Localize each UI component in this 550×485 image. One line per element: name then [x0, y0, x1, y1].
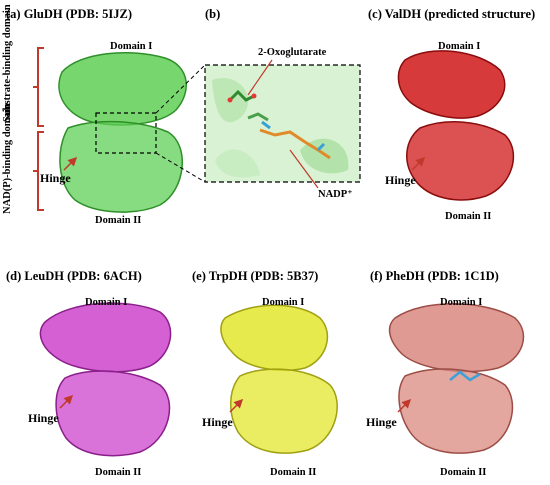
panel-c-domain1-label: Domain I	[438, 41, 481, 52]
phedh-ligand	[449, 370, 481, 382]
trpdh-domain2-blob	[230, 368, 338, 454]
zoom-line-top	[155, 64, 206, 114]
valdh-domain2-blob	[406, 121, 515, 201]
panel-d-domain2-label: Domain II	[95, 467, 142, 478]
phedh-structure	[388, 303, 525, 454]
hinge-arrow-e	[229, 398, 244, 413]
hinge-arrow-d	[59, 394, 74, 409]
nadp-domain-bracket	[33, 131, 44, 211]
zoom-panel	[205, 65, 360, 182]
gludh-zoom-box	[95, 112, 157, 154]
panel-a-domain1-label: Domain I	[110, 41, 153, 52]
oxoglutarate-label: 2-Oxoglutarate	[258, 47, 327, 58]
panel-d-domain1-label: Domain I	[85, 297, 128, 308]
leudh-domain2-blob	[55, 370, 171, 457]
panel-a-domain2-label: Domain II	[95, 215, 142, 226]
panel-f-domain1-label: Domain I	[440, 297, 483, 308]
panel-f-title: (f) PheDH (PDB: 1C1D)	[370, 269, 499, 283]
gludh-domain1-blob	[58, 51, 187, 126]
trpdh-structure	[220, 304, 338, 454]
panel-b-title: (b)	[205, 7, 221, 21]
zoom-helix-3	[215, 149, 260, 178]
panel-f-hinge-label: Hinge	[366, 415, 397, 429]
panel-d-title: (d) LeuDH (PDB: 6ACH)	[6, 269, 142, 283]
gludh-domain2-blob	[59, 120, 184, 213]
substrate-domain-bracket	[33, 47, 44, 127]
phedh-domain1-blob	[388, 303, 525, 373]
valdh-domain1-blob	[397, 50, 506, 119]
oxoglutarate-molecule	[227, 89, 257, 103]
leudh-domain1-blob	[39, 302, 172, 373]
panel-c-hinge-label: Hinge	[385, 173, 416, 187]
zoom-line-bottom	[155, 152, 206, 183]
panel-d-hinge-label: Hinge	[28, 411, 59, 425]
nadp-label: NADP⁺	[318, 189, 353, 200]
panel-e-title: (e) TrpDH (PDB: 5B37)	[192, 269, 319, 283]
gludh-structure	[58, 51, 187, 213]
oxoglutarate-pointer	[247, 59, 273, 96]
nadp-molecule	[247, 112, 331, 160]
panel-e-domain2-label: Domain II	[270, 467, 317, 478]
nadp-pointer	[289, 149, 319, 189]
hinge-arrow-f	[397, 398, 412, 413]
leudh-structure	[39, 302, 172, 457]
phedh-domain2-blob	[398, 368, 514, 454]
panel-c-domain2-label: Domain II	[445, 211, 492, 222]
nadp-binding-label: NAD(P)-binding domain	[2, 103, 13, 214]
trpdh-domain1-blob	[220, 304, 329, 371]
hinge-arrow-a	[63, 156, 78, 171]
panel-f-domain2-label: Domain II	[440, 467, 487, 478]
panel-a-title: (a) GluDH (PDB: 5IJZ)	[6, 7, 133, 21]
hinge-arrow-c	[411, 156, 426, 171]
panel-e-hinge-label: Hinge	[202, 415, 233, 429]
panel-a-hinge-label: Hinge	[40, 171, 71, 185]
valdh-structure	[397, 50, 515, 201]
panel-c-title: (c) ValDH (predicted structure)	[368, 7, 536, 21]
panel-e-domain1-label: Domain I	[262, 297, 305, 308]
